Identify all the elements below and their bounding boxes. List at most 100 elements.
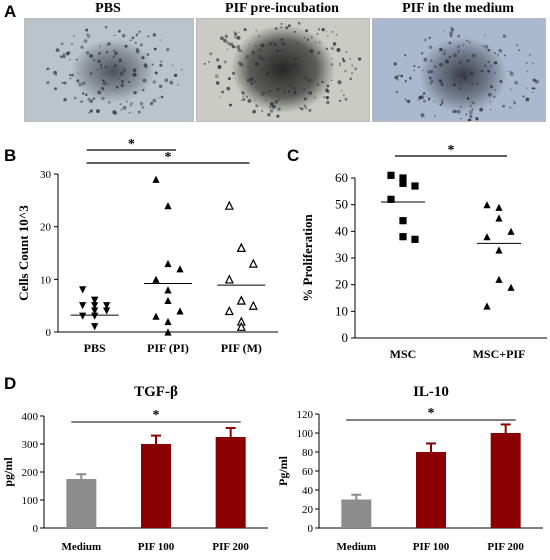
x-tick-label: PIF 100 bbox=[413, 541, 450, 553]
photo-title-pif-pre-incubation: PIF pre-incubation bbox=[225, 1, 339, 16]
cell-speck bbox=[138, 30, 141, 33]
cell-speck bbox=[272, 104, 276, 109]
cell-speck bbox=[262, 90, 265, 93]
cell-speck bbox=[222, 38, 226, 42]
cell-speck bbox=[221, 90, 224, 94]
cell-speck bbox=[500, 51, 502, 53]
cell-speck bbox=[490, 64, 493, 68]
cell-speck bbox=[85, 28, 89, 32]
cell-speck bbox=[307, 78, 312, 83]
cell-speck bbox=[131, 36, 135, 40]
cell-speck bbox=[89, 72, 93, 75]
y-tick-label: 10 bbox=[335, 303, 348, 318]
cell-speck bbox=[404, 54, 407, 57]
cell-speck bbox=[237, 48, 241, 52]
bar bbox=[215, 437, 246, 528]
cell-speck bbox=[453, 53, 457, 58]
cell-speck bbox=[514, 80, 519, 85]
cell-speck bbox=[114, 64, 117, 67]
panel-letter-a: A bbox=[4, 2, 17, 21]
cell-speck bbox=[453, 77, 455, 79]
chart-title: IL-10 bbox=[413, 384, 449, 400]
cell-speck bbox=[255, 104, 259, 108]
cell-speck bbox=[316, 32, 319, 36]
cell-speck bbox=[283, 43, 286, 46]
cell-speck bbox=[267, 113, 271, 117]
cell-speck bbox=[242, 97, 246, 101]
data-point bbox=[483, 201, 491, 209]
cell-speck bbox=[209, 52, 213, 56]
cell-speck bbox=[63, 97, 67, 102]
cell-speck bbox=[308, 108, 312, 112]
cell-speck bbox=[393, 62, 397, 66]
cell-speck bbox=[394, 75, 399, 80]
cell-speck bbox=[498, 48, 502, 53]
data-point bbox=[248, 258, 258, 268]
cell-speck bbox=[113, 49, 116, 52]
cell-speck bbox=[427, 70, 431, 74]
cell-speck bbox=[169, 80, 174, 85]
data-point bbox=[164, 296, 172, 304]
cell-speck bbox=[251, 50, 255, 55]
y-axis-label: Cells Count 10^3 bbox=[16, 205, 31, 301]
y-axis-label: % Proliferation bbox=[300, 213, 315, 301]
cell-speck bbox=[484, 34, 486, 37]
cell-speck bbox=[503, 54, 506, 57]
cell-speck bbox=[338, 99, 342, 102]
cell-speck bbox=[89, 99, 94, 104]
cell-speck bbox=[408, 76, 412, 80]
cell-speck bbox=[115, 85, 119, 89]
cell-speck bbox=[285, 26, 289, 30]
y-tick-label: 100 bbox=[22, 495, 39, 507]
cell-speck bbox=[303, 104, 306, 107]
cell-speck bbox=[289, 83, 293, 87]
cell-speck bbox=[317, 51, 321, 55]
cell-speck bbox=[466, 59, 470, 63]
data-point bbox=[236, 321, 246, 331]
data-point bbox=[103, 302, 111, 310]
cell-speck bbox=[62, 54, 66, 59]
cell-speck bbox=[236, 35, 241, 40]
significance-label: * bbox=[165, 150, 172, 165]
cell-speck bbox=[309, 49, 314, 53]
data-point bbox=[152, 312, 160, 320]
cell-speck bbox=[77, 72, 79, 74]
y-tick-label: 20 bbox=[302, 504, 314, 516]
cell-speck bbox=[300, 107, 304, 111]
cell-speck bbox=[423, 99, 427, 103]
x-tick-label: MSC bbox=[390, 347, 417, 361]
micrograph-pbs bbox=[24, 18, 194, 122]
cell-speck bbox=[96, 68, 99, 71]
data-point bbox=[152, 275, 160, 283]
cell-speck bbox=[502, 104, 506, 108]
data-point bbox=[164, 328, 172, 336]
cell-speck bbox=[104, 25, 108, 29]
cell-speck bbox=[134, 41, 137, 44]
cell-speck bbox=[452, 109, 456, 114]
cell-speck bbox=[493, 71, 496, 74]
y-tick-label: 20 bbox=[40, 222, 52, 234]
cell-speck bbox=[255, 44, 257, 47]
cell-speck bbox=[445, 59, 449, 64]
cell-speck bbox=[288, 90, 291, 93]
cell-speck bbox=[75, 58, 78, 61]
cell-speck bbox=[55, 48, 60, 53]
cell-speck bbox=[147, 35, 150, 38]
cell-speck bbox=[525, 87, 528, 89]
cell-speck bbox=[119, 71, 124, 76]
cell-speck bbox=[117, 29, 121, 33]
cell-speck bbox=[46, 67, 50, 71]
cell-speck bbox=[295, 42, 298, 44]
y-tick-label: 100 bbox=[297, 428, 314, 440]
cell-speck bbox=[298, 106, 301, 110]
cell-speck bbox=[171, 64, 174, 66]
cell-speck bbox=[325, 31, 328, 33]
cell-speck bbox=[471, 108, 474, 111]
cell-speck bbox=[323, 81, 325, 83]
cell-speck bbox=[420, 95, 425, 100]
cell-speck bbox=[351, 72, 353, 75]
cell-speck bbox=[73, 96, 77, 100]
cell-speck bbox=[422, 69, 424, 71]
cell-speck bbox=[489, 101, 492, 103]
cell-speck bbox=[281, 41, 285, 46]
